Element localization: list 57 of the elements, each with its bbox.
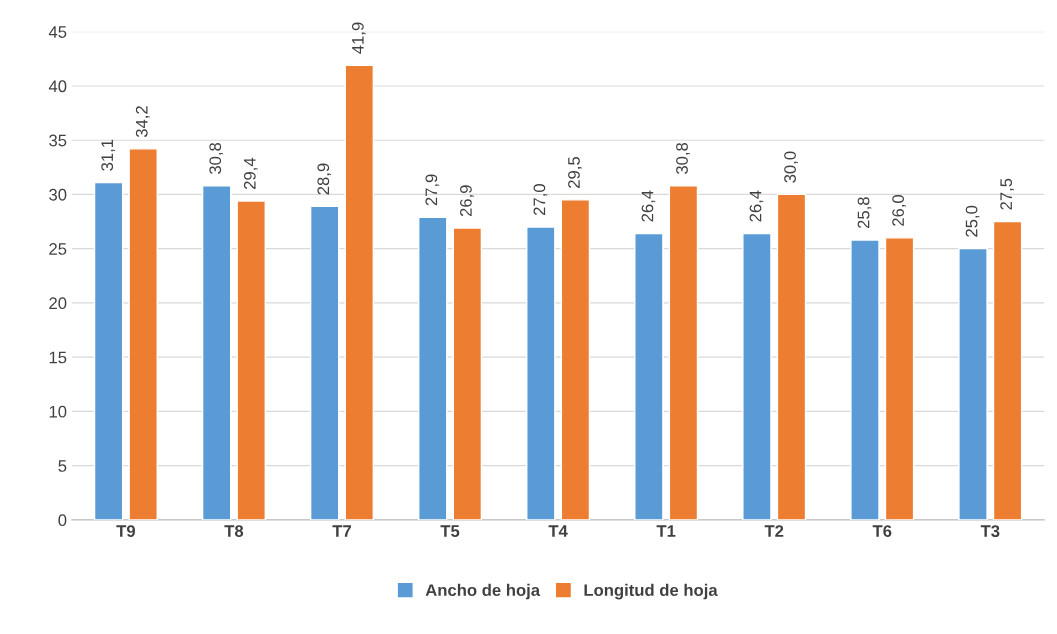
- y-tick-label: 40: [48, 80, 67, 93]
- data-label: 30,0: [784, 151, 798, 183]
- bar: [344, 64, 375, 520]
- bar: [560, 199, 591, 520]
- data-label: 29,4: [243, 157, 258, 189]
- data-label: 26,4: [641, 190, 656, 222]
- data-label: 31,1: [101, 139, 116, 171]
- x-tick-label: T7: [332, 525, 351, 537]
- y-tick-label: 0: [58, 514, 67, 527]
- y-tick-label: 25: [49, 243, 67, 255]
- data-label: 30,8: [676, 142, 690, 174]
- data-label: 29,5: [568, 157, 582, 188]
- data-label: 26,0: [892, 194, 906, 226]
- data-label: 34,2: [135, 106, 150, 138]
- bar: [634, 232, 664, 520]
- bar: [452, 227, 483, 520]
- x-tick-label: T1: [656, 525, 676, 537]
- y-tick-label: 10: [49, 405, 67, 418]
- bar: [742, 232, 772, 520]
- y-tick-label: 20: [49, 297, 67, 310]
- legend-label: Longitud de hoja: [584, 583, 718, 600]
- x-tick-label: T3: [980, 525, 1000, 538]
- bar: [128, 148, 158, 520]
- x-tick-label: T9: [116, 525, 136, 537]
- x-tick-label: T2: [764, 525, 784, 537]
- bar: [236, 200, 266, 520]
- x-tick-label: T6: [872, 525, 892, 537]
- bar: [309, 205, 340, 520]
- y-tick-label: 30: [49, 188, 67, 201]
- data-label: 30,8: [209, 142, 224, 174]
- x-tick-label: T8: [224, 525, 244, 537]
- data-label: 25,0: [965, 205, 980, 237]
- data-label: 26,9: [460, 185, 474, 217]
- bar: [418, 216, 448, 520]
- x-tick-label: T5: [440, 525, 460, 537]
- x-tick-label: T4: [548, 525, 568, 537]
- data-label: 27,9: [425, 174, 440, 206]
- bar: [668, 185, 699, 520]
- bar: [93, 181, 124, 520]
- y-tick-label: 5: [58, 460, 67, 472]
- bar: [992, 220, 1023, 520]
- bar: [201, 185, 232, 520]
- data-label: 27,5: [1000, 178, 1015, 210]
- bar: [776, 193, 807, 520]
- data-label: 27,0: [533, 184, 548, 216]
- y-tick-label: 35: [49, 134, 67, 147]
- bar: [850, 239, 880, 520]
- data-label: 25,8: [857, 197, 872, 229]
- bar: [526, 226, 556, 520]
- legend-label: Ancho de hoja: [425, 583, 541, 600]
- y-tick-label: 45: [48, 26, 67, 38]
- bar: [884, 237, 915, 520]
- data-label: 41,9: [351, 22, 366, 54]
- y-tick-label: 15: [49, 351, 67, 364]
- bar: [958, 247, 988, 520]
- data-label: 26,4: [749, 190, 764, 222]
- data-label: 28,9: [317, 163, 332, 195]
